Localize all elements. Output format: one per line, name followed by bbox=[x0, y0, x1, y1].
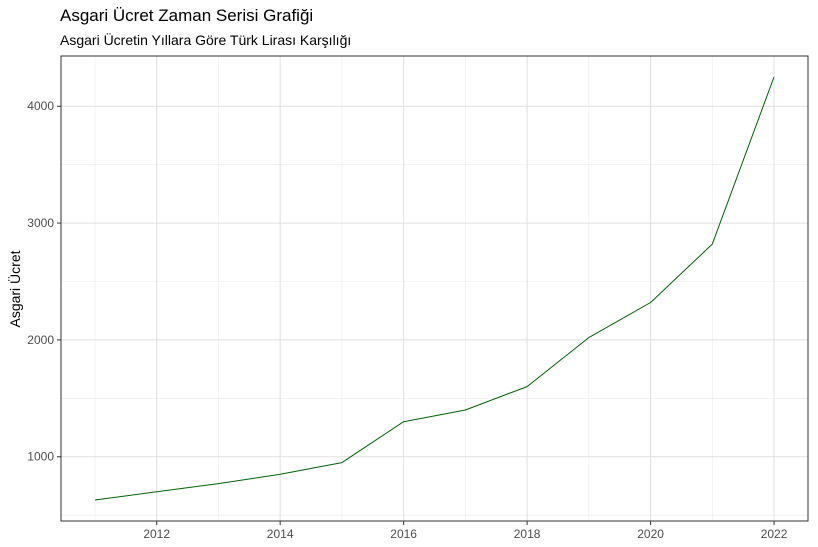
y-tick-label: 1000 bbox=[27, 450, 54, 464]
panel-border bbox=[60, 55, 809, 522]
grid-lines bbox=[61, 56, 808, 521]
x-tick-label: 2022 bbox=[761, 527, 788, 541]
y-tick-label: 3000 bbox=[27, 216, 54, 230]
axis-ticks: 2012 2014 2016 2018 2020 2022 1000 2000 3000 4000 bbox=[27, 99, 787, 541]
x-tick-label: 2012 bbox=[143, 527, 170, 541]
series-layer bbox=[94, 76, 775, 501]
y-tick-label: 2000 bbox=[27, 333, 54, 347]
chart-title: Asgari Ücret Zaman Serisi Grafiği bbox=[60, 6, 314, 25]
y-axis-title: Asgari Ücret bbox=[6, 250, 23, 327]
x-tick-label: 2014 bbox=[267, 527, 294, 541]
x-tick-label: 2016 bbox=[390, 527, 417, 541]
x-tick-label: 2020 bbox=[637, 527, 664, 541]
y-tick-label: 4000 bbox=[27, 99, 54, 113]
x-tick-label: 2018 bbox=[514, 527, 541, 541]
chart-subtitle: Asgari Ücretin Yıllara Göre Türk Lirası … bbox=[60, 32, 352, 48]
series-line bbox=[94, 76, 775, 501]
